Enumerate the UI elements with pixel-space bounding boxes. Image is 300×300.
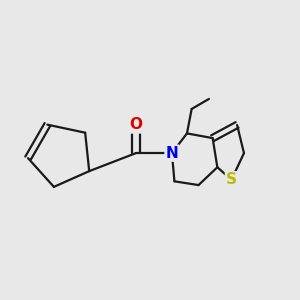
- Text: O: O: [129, 117, 142, 132]
- Text: N: N: [166, 146, 178, 160]
- Text: S: S: [226, 172, 237, 187]
